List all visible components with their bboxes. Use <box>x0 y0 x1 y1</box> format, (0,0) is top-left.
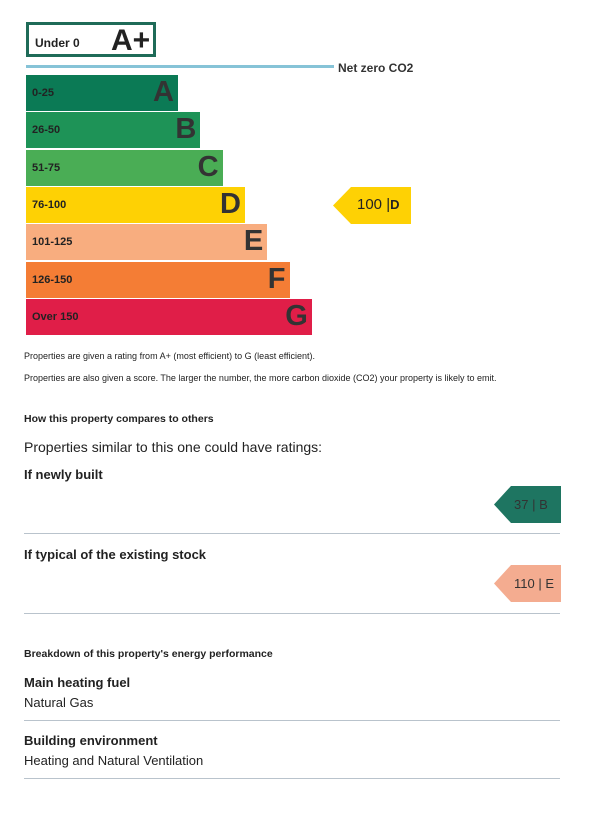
band-range: 76-100 <box>32 198 67 211</box>
typical-stock-rating-label: 110 | E <box>514 576 555 591</box>
band-letter: F <box>267 262 286 295</box>
newly-built-rating-label: 37 | B <box>514 497 548 512</box>
band-range: Over 150 <box>32 310 79 323</box>
current-score: 100 <box>357 196 383 213</box>
band-range: 51-75 <box>32 161 61 174</box>
divider <box>24 613 560 614</box>
main-heating-fuel-value: Natural Gas <box>24 695 94 710</box>
divider <box>24 778 560 779</box>
current-rating-label: 100 |D <box>357 196 400 213</box>
band-a: 0-25 A <box>26 75 178 111</box>
breakdown-heading: Breakdown of this property's energy perf… <box>24 648 273 660</box>
band-letter: B <box>175 113 197 146</box>
net-zero-label: Net zero CO2 <box>338 61 414 75</box>
band-letter: G <box>285 299 308 332</box>
band-range: 126-150 <box>32 273 73 286</box>
rating-note-1: Properties are given a rating from A+ (m… <box>24 351 316 361</box>
divider <box>24 533 560 534</box>
current-letter: D <box>390 197 400 212</box>
band-letter: E <box>243 225 264 258</box>
typical-stock-score: 110 <box>514 576 535 591</box>
typical-stock-letter: E <box>545 576 555 591</box>
newly-built-letter: B <box>539 497 548 512</box>
band-range: 26-50 <box>32 124 61 137</box>
band-letter: C <box>197 150 219 183</box>
arrow-shape <box>333 187 411 224</box>
rating-note-2: Properties are also given a score. The l… <box>24 373 497 383</box>
band-g: Over 150 G <box>26 298 312 335</box>
band-letter: A <box>153 76 174 108</box>
newly-built-rating-arrow: 37 | B <box>494 486 561 528</box>
newly-built-score: 37 <box>514 497 529 512</box>
divider <box>24 720 560 721</box>
band-b: 26-50 B <box>26 112 201 149</box>
compare-heading: How this property compares to others <box>24 413 214 425</box>
arrow-shape <box>494 565 561 602</box>
rating-a-plus-box: Under 0 A+ <box>26 22 156 57</box>
band-letter: D <box>219 187 241 220</box>
newly-built-label: If newly built <box>24 467 103 482</box>
band-range: 0-25 <box>32 87 55 99</box>
typical-stock-label: If typical of the existing stock <box>24 547 207 562</box>
arrow-shape <box>494 486 561 523</box>
typical-stock-rating-arrow: 110 | E <box>494 565 561 607</box>
a-plus-letter: A+ <box>111 24 151 57</box>
building-environment-value: Heating and Natural Ventilation <box>24 753 204 768</box>
band-f: 126-150 F <box>26 261 290 298</box>
compare-intro: Properties similar to this one could hav… <box>24 439 323 455</box>
band-c: 51-75 C <box>26 149 223 186</box>
current-rating-arrow: 100 |D <box>333 187 411 229</box>
band-e: 101-125 E <box>26 224 268 261</box>
band-d: 76-100 D <box>26 186 245 223</box>
building-environment-label: Building environment <box>24 733 158 748</box>
band-range: 101-125 <box>32 236 73 249</box>
a-plus-range: Under 0 <box>35 36 80 50</box>
net-zero-line <box>26 65 334 68</box>
main-heating-fuel-label: Main heating fuel <box>24 675 131 690</box>
